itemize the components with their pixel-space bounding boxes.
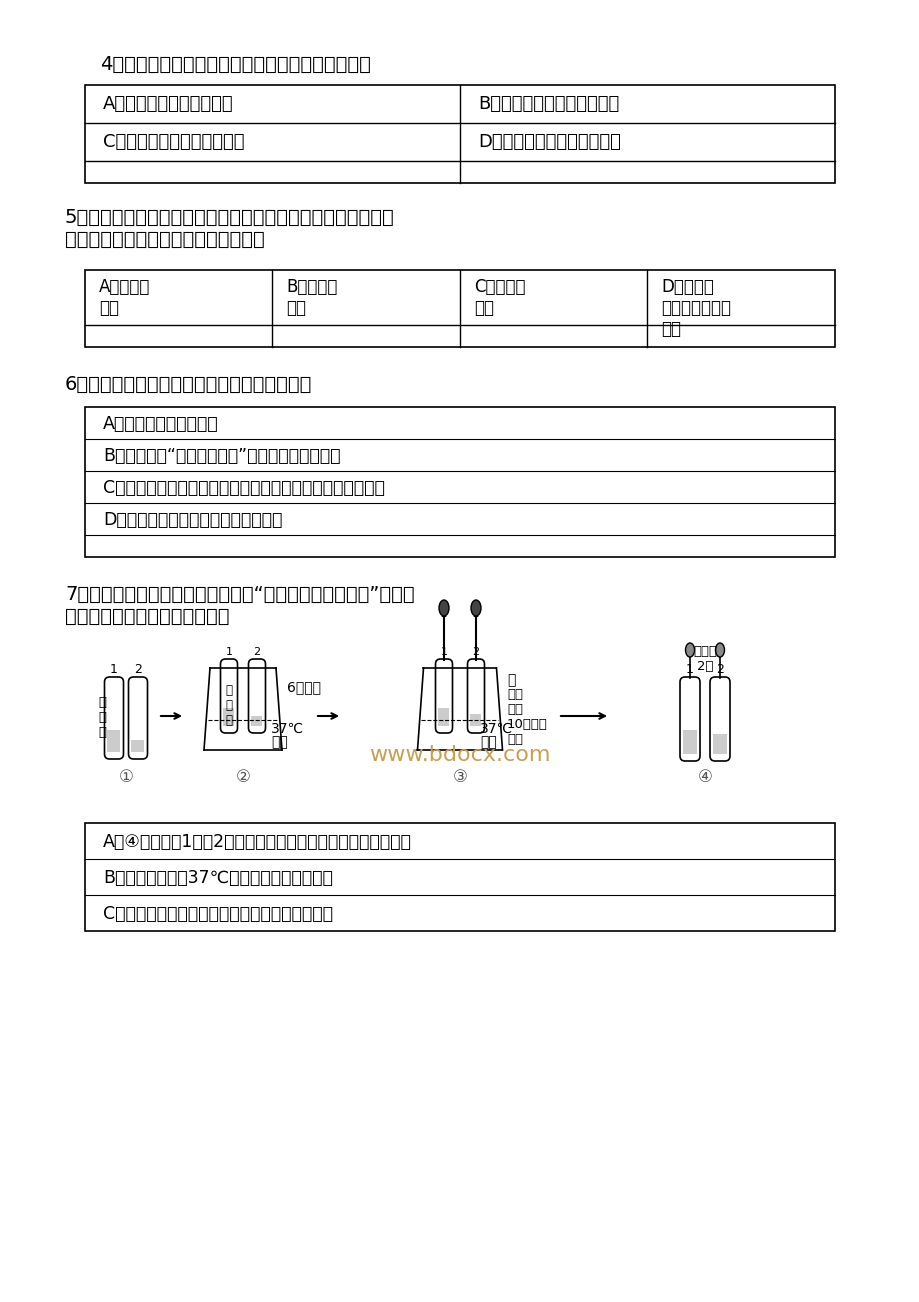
FancyBboxPatch shape bbox=[467, 659, 484, 733]
Text: C．此实验说明了口腔中的唤液对淠粉有消化作用: C．此实验说明了口腔中的唤液对淠粉有消化作用 bbox=[103, 905, 333, 923]
Bar bbox=[251, 716, 262, 727]
Text: C．青春期要保证营养全面合理，尤其要注意蛋白质的摄入量: C．青春期要保证营养全面合理，尤其要注意蛋白质的摄入量 bbox=[103, 479, 384, 497]
Text: ①: ① bbox=[119, 768, 133, 786]
Text: 6分钟后: 6分钟后 bbox=[287, 680, 321, 694]
Text: www.bdocx.com: www.bdocx.com bbox=[369, 745, 550, 766]
Text: C．小于大
气压: C．小于大 气压 bbox=[473, 279, 525, 316]
Bar bbox=[470, 713, 481, 727]
Text: 2: 2 bbox=[472, 647, 479, 658]
Text: A．大于大
气压: A．大于大 气压 bbox=[99, 279, 150, 316]
FancyBboxPatch shape bbox=[105, 677, 123, 759]
Text: B．水浴温度选择37℃是为了接近人体的体温: B．水浴温度选择37℃是为了接近人体的体温 bbox=[103, 868, 333, 887]
Bar bbox=[85, 408, 834, 557]
Text: 5．肺与外界的气体交换是通过呼吸运动实现的，当胸廃容积扩
大时，肺内压强与大气压的关系是（）: 5．肺与外界的气体交换是通过呼吸运动实现的，当胸廃容积扩 大时，肺内压强与大气压… bbox=[65, 208, 394, 249]
Text: 37℃: 37℃ bbox=[271, 723, 304, 736]
Bar bbox=[131, 740, 144, 753]
Text: ②: ② bbox=[235, 768, 250, 786]
Ellipse shape bbox=[438, 600, 448, 616]
Bar bbox=[85, 823, 834, 931]
Text: 水: 水 bbox=[506, 673, 515, 687]
Text: B．要坚持按“平衡膀食宝塔”比例均衡地安排膀食: B．要坚持按“平衡膀食宝塔”比例均衡地安排膀食 bbox=[103, 447, 340, 465]
Text: D．某同学减肥，每天只吃水果和蔬菜: D．某同学减肥，每天只吃水果和蔬菜 bbox=[103, 510, 282, 529]
Text: 1: 1 bbox=[686, 663, 693, 676]
Bar bbox=[108, 730, 120, 753]
FancyBboxPatch shape bbox=[679, 677, 699, 760]
Polygon shape bbox=[716, 656, 722, 658]
FancyBboxPatch shape bbox=[709, 677, 729, 760]
Text: 1: 1 bbox=[440, 647, 447, 658]
Text: 水浴: 水浴 bbox=[480, 736, 496, 749]
Text: ③: ③ bbox=[452, 768, 467, 786]
FancyBboxPatch shape bbox=[129, 677, 147, 759]
Bar bbox=[682, 730, 697, 754]
Polygon shape bbox=[472, 616, 479, 618]
Ellipse shape bbox=[685, 643, 694, 658]
Bar bbox=[712, 734, 726, 754]
Text: B．会厌软骨盖住了食道入口: B．会厌软骨盖住了食道入口 bbox=[478, 95, 618, 113]
Text: 2: 2 bbox=[715, 663, 723, 676]
Text: 加碘液
2滴: 加碘液 2滴 bbox=[692, 644, 716, 673]
Text: 37℃: 37℃ bbox=[480, 723, 513, 736]
Polygon shape bbox=[686, 656, 692, 658]
Text: 淠
粉
液: 淠 粉 液 bbox=[98, 697, 106, 740]
Text: A．合理膀食有利于健康: A．合理膀食有利于健康 bbox=[103, 415, 219, 434]
Text: 4．如果吃饭时随意谈笑，食物能误入气管，原因是: 4．如果吃饭时随意谈笑，食物能误入气管，原因是 bbox=[100, 55, 370, 74]
Text: 1: 1 bbox=[225, 647, 233, 658]
Text: D．会厌软骨未盖住喉的入口: D．会厌软骨未盖住喉的入口 bbox=[478, 133, 620, 151]
Text: 7．如图所示某科技小组的同学探究“淠粉在口腔内的消化”的实验
过程，下列描述错错误的是（）: 7．如图所示某科技小组的同学探究“淠粉在口腔内的消化”的实验 过程，下列描述错错… bbox=[65, 585, 414, 626]
Text: ④: ④ bbox=[697, 768, 711, 786]
Text: 6．关于做到合理营养，以下选项错误的是（）: 6．关于做到合理营养，以下选项错误的是（） bbox=[65, 375, 312, 395]
Bar bbox=[223, 708, 234, 727]
Text: 1: 1 bbox=[110, 663, 118, 676]
Text: A．④中的试管1号与2号试管组成对照实验，其探究的变量是水: A．④中的试管1号与2号试管组成对照实验，其探究的变量是水 bbox=[103, 833, 412, 852]
Text: 淠
粉
液: 淠 粉 液 bbox=[225, 684, 233, 727]
Text: 水浴: 水浴 bbox=[271, 736, 288, 749]
Bar bbox=[438, 708, 449, 727]
FancyBboxPatch shape bbox=[221, 659, 237, 733]
Text: 2: 2 bbox=[253, 647, 260, 658]
Ellipse shape bbox=[715, 643, 724, 658]
Ellipse shape bbox=[471, 600, 481, 616]
FancyBboxPatch shape bbox=[248, 659, 266, 733]
Polygon shape bbox=[440, 616, 447, 618]
Bar bbox=[85, 270, 834, 348]
Text: 唤液
混匀
10分钟后
取出: 唤液 混匀 10分钟后 取出 bbox=[506, 687, 548, 746]
Text: D．先大于
大气压后小于大
气压: D．先大于 大气压后小于大 气压 bbox=[661, 279, 731, 337]
Bar bbox=[85, 85, 834, 184]
Text: 2: 2 bbox=[134, 663, 142, 676]
Text: C．悬雍垂未阻住鼻腔的内口: C．悬雍垂未阻住鼻腔的内口 bbox=[103, 133, 244, 151]
Text: B．等于大
气压: B．等于大 气压 bbox=[286, 279, 337, 316]
FancyBboxPatch shape bbox=[435, 659, 452, 733]
Text: A．声门裂开未来得及关闭: A．声门裂开未来得及关闭 bbox=[103, 95, 233, 113]
